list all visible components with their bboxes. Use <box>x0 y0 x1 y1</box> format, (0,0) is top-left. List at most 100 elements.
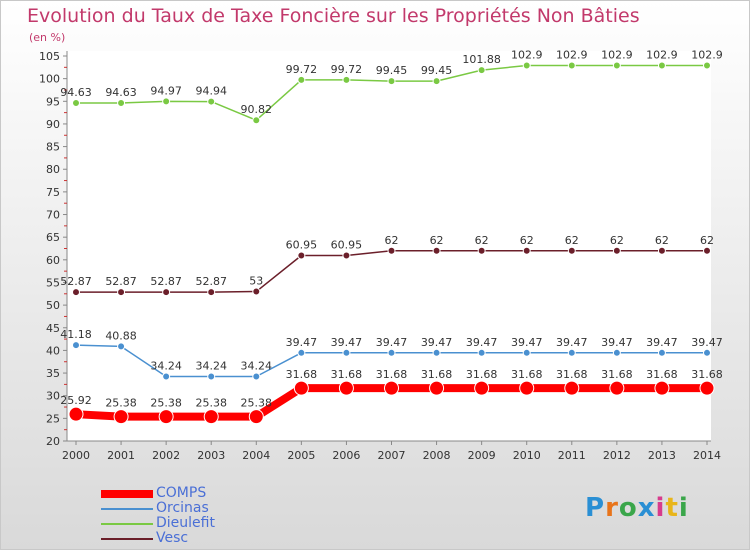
data-point-vesc <box>522 246 531 255</box>
x-tick-label: 2008 <box>423 449 451 462</box>
data-point-dieulefit <box>387 77 396 86</box>
data-point-comps <box>699 380 715 396</box>
logo-letter: r <box>605 493 619 523</box>
data-label-vesc: 62 <box>520 234 534 247</box>
data-point-vesc <box>477 246 486 255</box>
data-point-comps <box>654 380 670 396</box>
data-point-comps <box>293 380 309 396</box>
data-label-orcinas: 34.24 <box>150 360 182 373</box>
logo-letter: i <box>655 493 666 523</box>
logo-letter: x <box>637 493 656 523</box>
x-tick-label: 2002 <box>152 449 180 462</box>
data-point-dieulefit <box>567 61 576 70</box>
logo-letter: i <box>678 493 689 523</box>
legend: COMPS Orcinas Dieulefit Vesc <box>101 486 361 546</box>
data-label-orcinas: 39.47 <box>376 336 408 349</box>
data-label-vesc: 62 <box>475 234 489 247</box>
data-point-orcinas <box>252 372 261 381</box>
data-point-comps <box>564 380 580 396</box>
data-label-vesc: 62 <box>565 234 579 247</box>
data-label-dieulefit: 94.63 <box>60 86 92 99</box>
x-tick-label: 2006 <box>332 449 360 462</box>
data-label-orcinas: 39.47 <box>286 336 318 349</box>
data-point-orcinas <box>567 348 576 357</box>
data-point-dieulefit <box>72 98 80 107</box>
data-label-dieulefit: 99.45 <box>421 64 453 77</box>
data-point-comps <box>519 380 535 396</box>
x-tick-label: 2013 <box>648 449 676 462</box>
proxiti-logo: Proxiti <box>585 493 695 523</box>
data-label-dieulefit: 102.9 <box>556 49 588 62</box>
data-label-orcinas: 40.88 <box>105 329 137 342</box>
legend-swatch-dieulefit <box>101 522 153 525</box>
data-label-orcinas: 39.47 <box>466 336 498 349</box>
x-tick-label: 2005 <box>287 449 315 462</box>
data-label-comps: 25.38 <box>195 397 227 410</box>
legend-label-comps: COMPS <box>156 485 207 501</box>
data-point-vesc <box>612 246 621 255</box>
data-label-orcinas: 41.18 <box>60 328 92 341</box>
x-tick-label: 2001 <box>107 449 135 462</box>
y-tick-label: 95 <box>46 95 60 108</box>
data-point-vesc <box>252 287 261 296</box>
data-point-dieulefit <box>207 97 216 106</box>
data-label-comps: 31.68 <box>331 368 363 381</box>
data-label-comps: 31.68 <box>286 368 318 381</box>
data-point-orcinas <box>387 348 396 357</box>
data-point-comps <box>248 409 264 425</box>
y-tick-label: 30 <box>46 390 60 403</box>
data-point-orcinas <box>207 372 216 381</box>
data-point-comps <box>68 406 84 422</box>
data-label-dieulefit: 99.72 <box>286 63 318 76</box>
data-point-dieulefit <box>522 61 531 70</box>
data-label-comps: 25.38 <box>105 397 137 410</box>
y-tick-label: 85 <box>46 141 60 154</box>
data-label-comps: 31.68 <box>556 368 588 381</box>
data-point-comps <box>158 409 174 425</box>
y-tick-label: 25 <box>46 412 60 425</box>
data-point-vesc <box>703 246 711 255</box>
data-label-orcinas: 39.47 <box>556 336 588 349</box>
data-label-vesc: 62 <box>430 234 444 247</box>
data-label-comps: 31.68 <box>691 368 723 381</box>
data-point-vesc <box>387 246 396 255</box>
data-label-dieulefit: 99.72 <box>331 63 363 76</box>
data-point-dieulefit <box>252 116 261 125</box>
data-point-orcinas <box>612 348 621 357</box>
data-label-comps: 31.68 <box>466 368 498 381</box>
data-point-dieulefit <box>703 61 711 70</box>
data-point-dieulefit <box>612 61 621 70</box>
data-point-orcinas <box>477 348 486 357</box>
data-point-vesc <box>657 246 666 255</box>
data-point-dieulefit <box>342 75 351 84</box>
y-axis-unit-label: (en %) <box>29 31 66 44</box>
data-point-comps <box>609 380 625 396</box>
y-tick-label: 65 <box>46 231 60 244</box>
y-tick-label: 60 <box>46 254 60 267</box>
logo-letter: o <box>618 493 638 523</box>
data-label-vesc: 52.87 <box>60 275 92 288</box>
data-point-comps <box>429 380 445 396</box>
data-label-dieulefit: 90.82 <box>241 103 273 116</box>
data-label-orcinas: 39.47 <box>331 336 363 349</box>
data-point-orcinas <box>117 342 126 351</box>
legend-swatch-comps <box>101 489 153 498</box>
y-tick-label: 80 <box>46 163 60 176</box>
y-tick-label: 90 <box>46 118 60 131</box>
legend-label-orcinas: Orcinas <box>156 500 209 516</box>
x-tick-label: 2004 <box>242 449 270 462</box>
data-point-comps <box>113 409 129 425</box>
data-point-orcinas <box>162 372 171 381</box>
data-point-vesc <box>297 251 306 260</box>
data-point-orcinas <box>72 341 80 350</box>
data-label-dieulefit: 102.9 <box>601 49 633 62</box>
data-point-vesc <box>162 288 171 297</box>
x-tick-label: 2009 <box>468 449 496 462</box>
data-point-vesc <box>342 251 351 260</box>
data-label-orcinas: 34.24 <box>241 360 273 373</box>
data-label-orcinas: 34.24 <box>195 360 227 373</box>
y-tick-label: 105 <box>39 50 60 63</box>
data-label-comps: 25.38 <box>150 397 182 410</box>
data-label-comps: 31.68 <box>421 368 453 381</box>
